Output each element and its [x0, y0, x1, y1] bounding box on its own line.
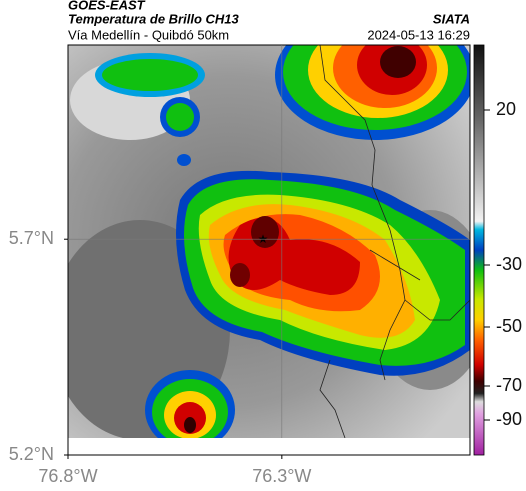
title: GOES-EAST: [68, 0, 146, 12]
colorbar-tick-label: -90: [496, 409, 522, 429]
map-frame: [67, 44, 471, 456]
colorbar-tick-label: -70: [496, 375, 522, 395]
colorbar: [473, 44, 485, 456]
subtitle: Temperatura de Brillo CH13: [68, 11, 240, 26]
route: Vía Medellín - Quibdó 50km: [68, 27, 229, 42]
datetime: 2024-05-13 16:29: [367, 27, 470, 42]
satellite-image: [68, 45, 470, 438]
x-tick-label: 76.3°W: [252, 466, 311, 486]
colorbar-tick-label: -50: [496, 316, 522, 336]
colorbar-tick-label: 20: [496, 99, 516, 119]
y-tick-label: 5.2°N: [9, 444, 54, 464]
y-tick-label: 5.7°N: [9, 228, 54, 248]
x-tick-label: 76.8°W: [38, 466, 97, 486]
source: SIATA: [433, 11, 470, 26]
colorbar-tick-label: -30: [496, 254, 522, 274]
